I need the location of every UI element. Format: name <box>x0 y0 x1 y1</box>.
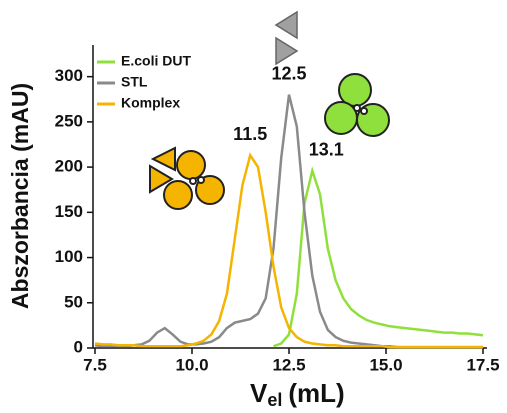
y-tick-label: 100 <box>55 247 83 266</box>
dut-icon <box>324 73 390 137</box>
legend-label: STL <box>121 74 148 90</box>
line-series <box>94 152 483 349</box>
x-tick-label: 12.5 <box>272 355 305 374</box>
y-axis-label: Abszorbancia (mAU) <box>7 83 33 309</box>
x-axis-label: Vel (mL) <box>250 378 345 410</box>
x-label-main: V <box>250 378 268 408</box>
x-tick-label: 7.5 <box>83 355 107 374</box>
stl-icon <box>274 10 299 66</box>
line-series <box>94 94 483 349</box>
x-label-unit: (mL) <box>288 378 344 408</box>
peak-label: 11.5 <box>233 124 267 144</box>
y-tick-label: 200 <box>55 157 83 176</box>
x-tick-label: 17.5 <box>466 355 499 374</box>
y-tick-label: 150 <box>55 202 83 221</box>
complex-icon <box>149 146 225 210</box>
y-tick-label: 50 <box>64 292 83 311</box>
peak-label: 13.1 <box>309 139 344 159</box>
y-tick-label: 300 <box>55 66 83 85</box>
x-tick-label: 10.0 <box>175 355 208 374</box>
x-label-sub: el <box>267 390 282 410</box>
x-tick-label: 15.0 <box>369 355 402 374</box>
y-tick-label: 250 <box>55 111 83 130</box>
peak-label: 12.5 <box>271 63 306 83</box>
y-tick-label: 0 <box>74 337 83 356</box>
line-series <box>273 166 484 348</box>
legend-label: E.coli DUT <box>121 53 191 69</box>
legend-label: Komplex <box>121 95 180 111</box>
